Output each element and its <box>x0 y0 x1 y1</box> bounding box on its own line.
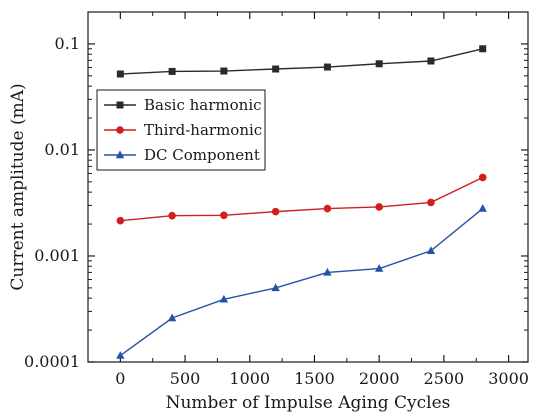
data-point <box>220 211 228 220</box>
data-point <box>323 267 332 276</box>
legend-label: Basic harmonic <box>144 96 262 114</box>
legend-label: Third-harmonic <box>144 121 262 139</box>
data-point <box>427 57 435 65</box>
x-tick-label: 500 <box>170 369 201 388</box>
x-axis-title: Number of Impulse Aging Cycles <box>166 393 451 413</box>
x-tick-label: 1000 <box>229 369 270 388</box>
data-point <box>427 198 435 207</box>
data-point <box>116 216 125 225</box>
legend-marker <box>116 126 124 134</box>
y-axis-title: Current amplitude (mA) <box>8 83 28 290</box>
plot-frame <box>87 11 529 363</box>
data-point <box>167 313 177 322</box>
y-tick-label: 0.1 <box>55 34 80 53</box>
data-point <box>323 63 331 71</box>
y-tick-label: 0.0001 <box>24 352 80 371</box>
data-point <box>116 70 124 78</box>
series-line-1 <box>120 176 484 222</box>
x-tick-label: 3000 <box>488 369 529 388</box>
data-point <box>116 351 125 359</box>
data-point <box>219 294 229 303</box>
data-point <box>323 204 332 213</box>
data-point <box>271 207 280 216</box>
data-point <box>168 211 176 220</box>
data-point <box>271 283 280 292</box>
data-point <box>220 67 228 75</box>
x-tick-label: 1500 <box>294 369 335 388</box>
data-point <box>272 65 280 73</box>
x-tick-label: 0 <box>115 369 125 388</box>
y-tick-label: 0.001 <box>34 246 80 265</box>
x-tick-label: 2500 <box>424 369 465 388</box>
data-point <box>478 173 487 182</box>
series-line-0 <box>120 48 483 75</box>
series-layer <box>116 45 487 359</box>
x-tick-label: 2000 <box>359 369 400 388</box>
series-line-2 <box>119 208 484 357</box>
y-tick-label: 0.01 <box>44 140 80 159</box>
data-point <box>374 264 384 272</box>
data-point <box>479 45 487 53</box>
legend-marker <box>116 101 124 109</box>
legend: Basic harmonic Third-harmonic DC Component <box>96 89 266 171</box>
axes-layer: 0 500 1000 1500 2000 2500 3000 0.0001 0.001 0.01 0… <box>24 11 529 388</box>
legend-marker <box>115 150 125 159</box>
data-point <box>426 246 436 254</box>
data-point <box>168 67 176 75</box>
legend-label: DC Component <box>144 146 260 164</box>
data-point <box>375 60 383 68</box>
data-point <box>478 204 487 212</box>
data-point <box>375 203 383 211</box>
